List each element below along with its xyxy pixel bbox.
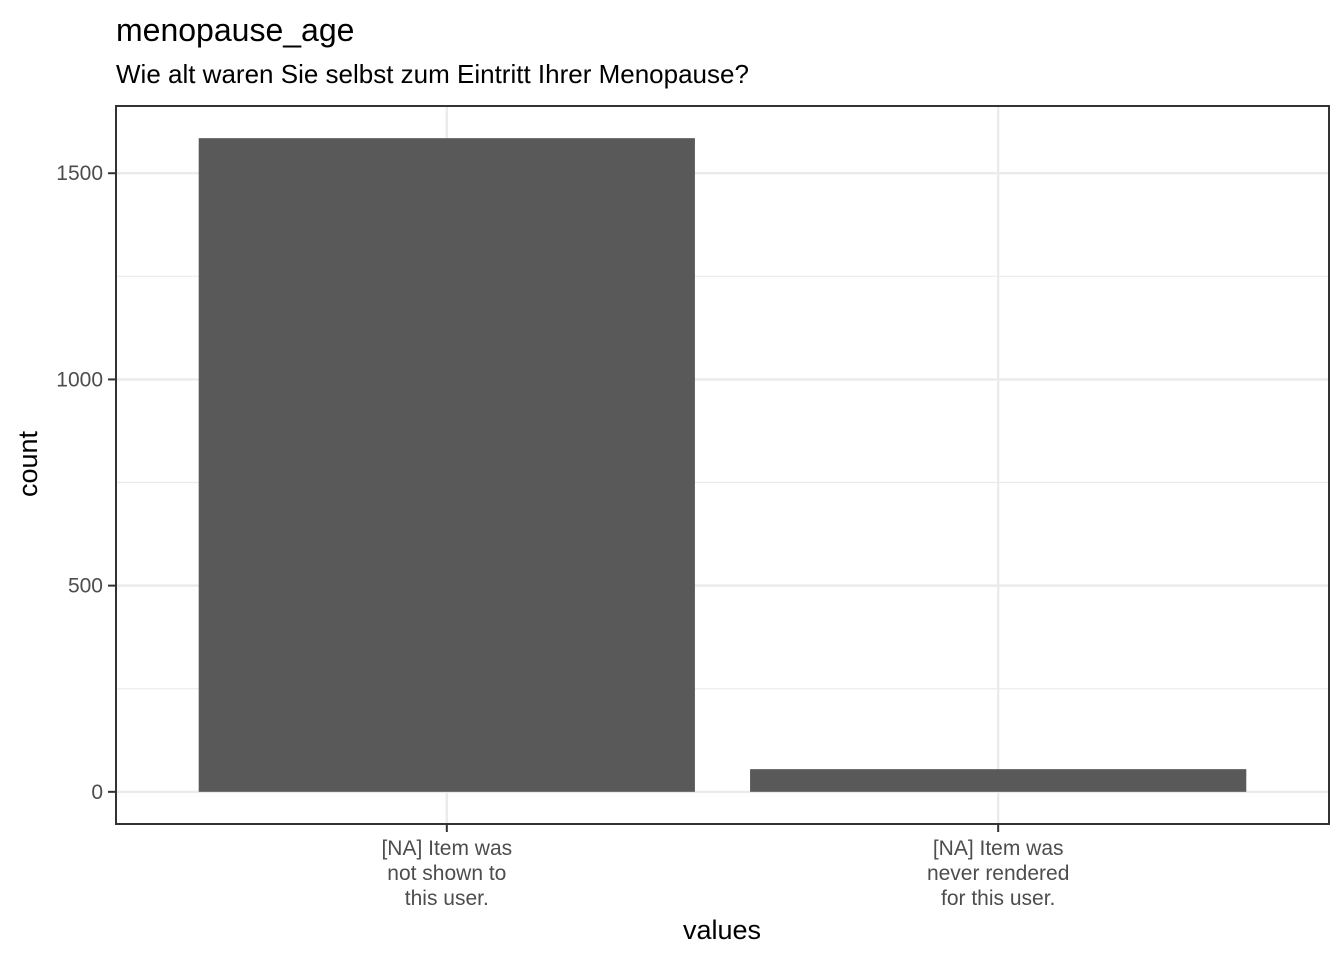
y-tick-label: 500 [68,575,103,598]
chart-title: menopause_age [116,12,354,48]
y-axis-ticks: 0 500 1000 1500 [56,162,116,804]
bars [198,138,1247,792]
x-axis-ticks: [NA] Item was not shown to this user. [NA] … [381,824,1069,910]
chart-subtitle: Wie alt waren Sie selbst zum Eintritt Ih… [116,59,749,89]
x-tick-label: [NA] Item was never rendered for this user… [927,837,1069,910]
x-tick-label: [NA] Item was not shown to this user. [381,837,512,910]
y-tick-label: 1500 [56,162,103,185]
y-axis-title: count [13,430,43,497]
bar [750,769,1247,792]
bar [198,138,695,792]
panel-border [115,105,1330,825]
x-axis-title: values [683,915,761,945]
y-tick-label: 1000 [56,368,103,391]
y-tick-label: 0 [91,781,103,804]
